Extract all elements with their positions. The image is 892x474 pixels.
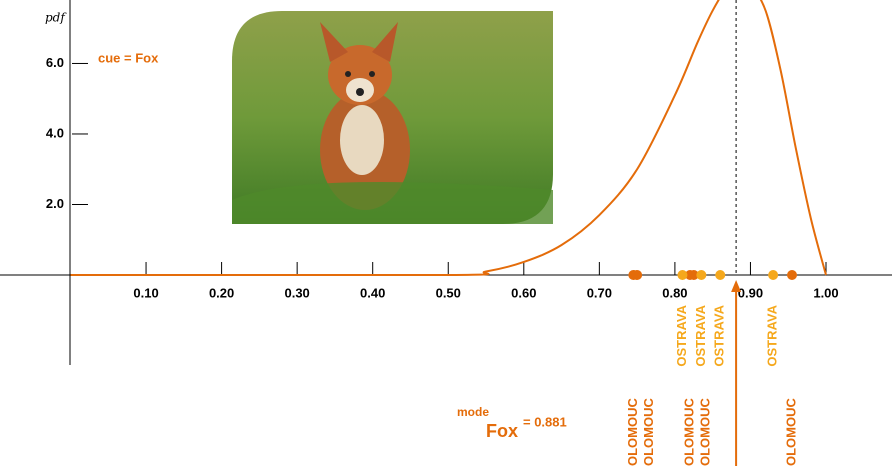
x-tick-label: 0.20: [209, 285, 234, 300]
mode-cue: Fox: [486, 421, 518, 441]
point: [787, 270, 797, 280]
x-tick-label: 0.70: [587, 285, 612, 300]
point-label: OSTRAVA: [674, 304, 689, 366]
x-tick-label: 0.80: [662, 285, 687, 300]
point: [696, 270, 706, 280]
point-label: OLOMOUC: [641, 398, 656, 466]
point-label: OLOMOUC: [783, 398, 798, 466]
point: [715, 270, 725, 280]
fox-photo: [232, 11, 553, 224]
y-tick-label: 2.0: [46, 196, 64, 211]
mode-word: mode: [457, 405, 489, 419]
chart: pdf cue = Fox mode Fox = 0.881 0.10 0.20 0…: [0, 0, 892, 474]
point-label: OLOMOUC: [697, 398, 712, 466]
y-tick-label: 6.0: [46, 55, 64, 70]
x-tick-label: 0.60: [511, 285, 536, 300]
point-label: OLOMOUC: [681, 398, 696, 466]
point-label: OSTRAVA: [712, 304, 727, 366]
point: [677, 270, 687, 280]
mode-label: mode Fox = 0.881: [457, 405, 567, 441]
x-tick-label: 0.50: [436, 285, 461, 300]
point-label: OLOMOUC: [625, 398, 640, 466]
mode-value: = 0.881: [523, 414, 567, 429]
point: [632, 270, 642, 280]
y-tick-label: 4.0: [46, 125, 64, 140]
cue-label: cue = Fox: [98, 50, 159, 65]
point-label: OSTRAVA: [765, 304, 780, 366]
x-tick-label: 0.30: [284, 285, 309, 300]
point-label: OSTRAVA: [693, 304, 708, 366]
x-tick-label: 0.10: [133, 285, 158, 300]
x-tick-label: 0.90: [738, 285, 763, 300]
x-tick-label: 0.40: [360, 285, 385, 300]
x-tick-label: 1.00: [813, 285, 838, 300]
point: [768, 270, 778, 280]
y-axis-label: pdf: [45, 11, 67, 25]
